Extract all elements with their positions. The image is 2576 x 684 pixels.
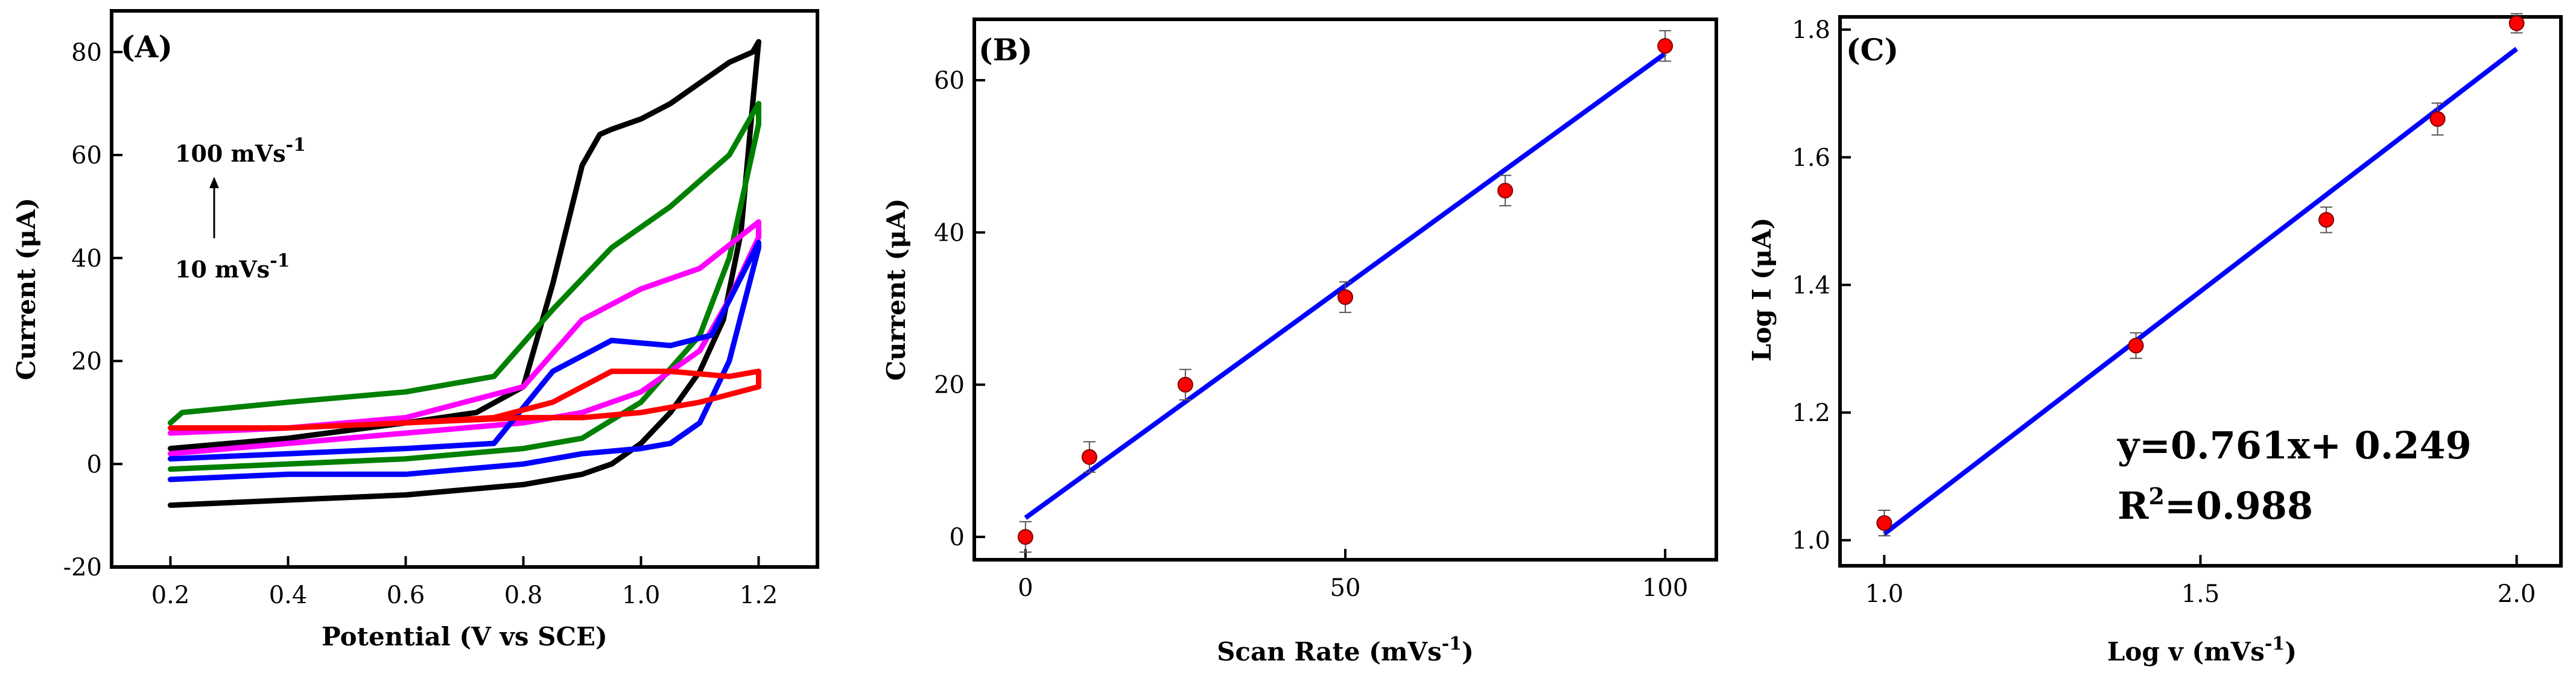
panel-c-ytick-label: 1.6 [1792, 144, 1830, 172]
panel-a-ytick-label: 40 [71, 245, 102, 273]
panel-a-arrow [209, 177, 219, 238]
panel-c-data-point [2429, 111, 2446, 127]
panel-a-annotation-top: 100 mVs-1 [175, 135, 306, 167]
panel-b-label: (B) [979, 32, 1033, 68]
panel-a-cv-curve [168, 39, 761, 508]
panel-b-data-point [1497, 182, 1514, 198]
panel-a-xtick-label: 1.2 [740, 581, 778, 609]
panel-a-ticks: 0.2 0.4 0.6 0.8 1.0 1.2 -20 0 20 40 60 80 [63, 39, 778, 609]
panel-c-r2: R2=0.988 [2118, 483, 2313, 528]
panel-a-xtick-label: 1.0 [622, 581, 661, 609]
panel-b-ticks: 0 50 100 0 20 40 60 [934, 67, 1688, 602]
panel-a-series [168, 39, 761, 508]
panel-a-cv-curve [168, 239, 761, 483]
panel-c-data-point [1876, 515, 1892, 531]
panel-c-xtick-label: 1.0 [1865, 580, 1904, 608]
panel-c-equation: y=0.761x+ 0.249 [2117, 423, 2472, 467]
panel-c-fit-line [1882, 46, 2519, 536]
panel-a-cv-curve [168, 369, 761, 431]
panel-a-cv-curve [168, 219, 761, 457]
panel-c-ytick-label: 1.2 [1792, 399, 1830, 427]
panel-b-xlabel: Scan Rate (mVs-1) [1217, 633, 1474, 667]
panel-c-label: (C) [1846, 32, 1899, 68]
panel-c-ytick-label: 1.4 [1792, 271, 1830, 299]
panel-a-ytick-label: 20 [71, 348, 102, 376]
panel-c-data-point [2318, 212, 2335, 228]
panel-a-xtick-label: 0.4 [269, 581, 308, 609]
panel-c-xtick-label: 2.0 [2498, 580, 2536, 608]
panel-a-ytick-label: 80 [71, 39, 102, 66]
panel-a-xtick-label: 0.8 [504, 581, 543, 609]
panel-a-ylabel: Current (μA) [11, 198, 41, 381]
panel-c-plot [1876, 13, 2525, 537]
panel-b-ytick-label: 60 [934, 67, 965, 95]
panel-b-plot [1017, 30, 1673, 553]
panel-c-ytick-label: 1.0 [1792, 527, 1830, 555]
panel-c-data-point [2128, 337, 2144, 353]
panel-b-ytick-label: 0 [950, 524, 965, 551]
panel-b-xtick-label: 50 [1330, 574, 1361, 602]
panel-a-label: (A) [121, 29, 173, 65]
panel-a-xlabel: Potential (V vs SCE) [322, 622, 608, 651]
panel-a-xtick-label: 0.2 [151, 581, 190, 609]
panel-a-xtick-label: 0.6 [387, 581, 425, 609]
panel-a-cv-curve [168, 101, 761, 472]
panel-a: 0.2 0.4 0.6 0.8 1.0 1.2 -20 0 20 40 60 80 (A) Poten… [11, 9, 819, 651]
panel-a-ytick-label: 60 [71, 142, 102, 169]
panel-a-ytick-label: 0 [87, 451, 102, 478]
panel-a-annotation-bottom: 10 mVs-1 [175, 250, 290, 283]
panel-b-data-point [1337, 289, 1353, 305]
panel-b-ytick-label: 20 [934, 372, 965, 399]
panel-a-frame [110, 9, 819, 569]
panel-b-ytick-label: 40 [934, 219, 965, 247]
panel-b-data-point [1081, 449, 1097, 465]
panel-b-data-point [1017, 529, 1033, 545]
panel-b: 0 50 100 0 20 40 60 (B) Scan Rate (mVs-1) Curr… [881, 17, 1718, 667]
panel-b-data-point [1177, 376, 1193, 393]
panel-c-xlabel: Log v (mVs-1) [2107, 633, 2297, 667]
panel-a-ytick-label: -20 [63, 554, 102, 581]
panel-b-data-point [1657, 38, 1673, 54]
panel-c-xtick-label: 1.5 [2181, 580, 2220, 608]
panel-c-data-point [2508, 15, 2525, 31]
panel-b-ylabel: Current (μA) [881, 198, 911, 381]
panel-b-xtick-label: 0 [1018, 574, 1033, 602]
panel-c: 1.0 1.5 2.0 1.0 1.2 1.4 1.6 1.8 (C) Log v (mVs-… [1747, 13, 2563, 667]
panel-c-ticks: 1.0 1.5 2.0 1.0 1.2 1.4 1.6 1.8 [1792, 16, 2536, 608]
panel-c-ylabel: Log I (μA) [1747, 218, 1777, 362]
panel-c-ytick-label: 1.8 [1792, 16, 1830, 44]
panel-b-xtick-label: 100 [1642, 574, 1688, 602]
